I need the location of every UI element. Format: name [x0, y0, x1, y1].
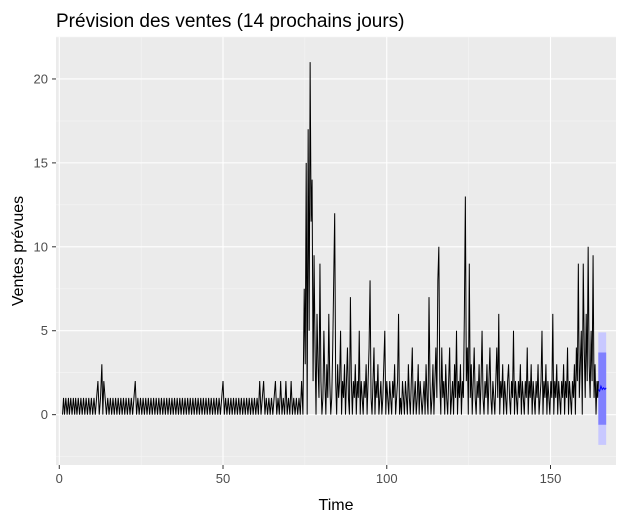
forecast-mean-line — [597, 384, 607, 393]
x-axis-ticks: 0 50 100 150 — [56, 465, 562, 486]
y-tick-label: 0 — [41, 407, 48, 422]
x-tick-label: 0 — [56, 471, 63, 486]
y-axis-title: Ventes prévues — [10, 196, 27, 306]
x-tick-label: 150 — [540, 471, 562, 486]
grid-minor — [56, 36, 616, 465]
y-tick-label: 15 — [34, 155, 48, 170]
x-tick-label: 100 — [376, 471, 398, 486]
y-tick-label: 20 — [34, 71, 48, 86]
y-tick-label: 5 — [41, 323, 48, 338]
y-axis-ticks: 0 5 10 15 20 — [34, 71, 56, 422]
x-tick-label: 50 — [216, 471, 230, 486]
sales-series-line — [62, 62, 599, 415]
chart-title: Prévision des ventes (14 prochains jours… — [56, 11, 405, 32]
x-axis-title: Time — [319, 497, 354, 514]
y-tick-label: 10 — [34, 239, 48, 254]
